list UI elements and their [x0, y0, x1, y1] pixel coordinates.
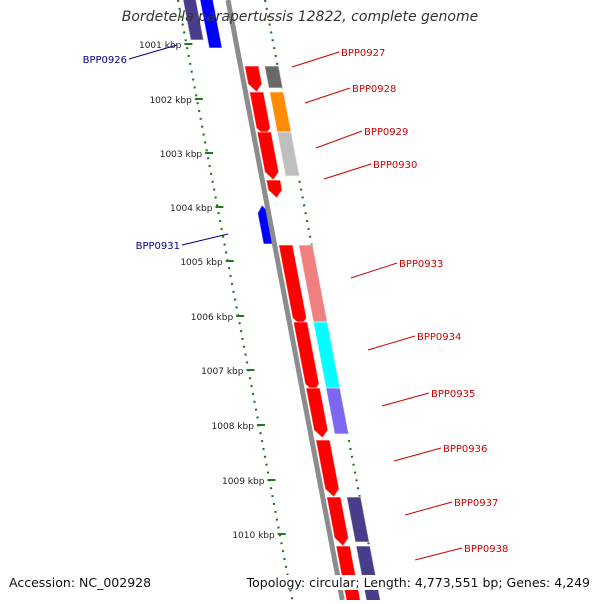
gene-cog-BPP0929	[276, 131, 301, 177]
gene-BPP0936	[315, 439, 340, 498]
scale-label-1001: 1001 kbp	[139, 41, 182, 51]
gene-label-BPP0938: BPP0938	[464, 544, 508, 555]
leader-BPP0938	[414, 547, 463, 561]
scale-label-1003: 1003 kbp	[160, 150, 203, 160]
leader-BPP0928	[304, 87, 351, 104]
gene-cog-BPP0927	[263, 65, 284, 89]
gene-cog-BPP0928	[268, 91, 292, 133]
scale-label-1004: 1004 kbp	[170, 204, 213, 214]
leader-BPP0934	[367, 335, 416, 351]
scale-label-1006: 1006 kbp	[191, 313, 234, 323]
scale-label-1007: 1007 kbp	[201, 367, 244, 377]
scale-label-1002: 1002 kbp	[149, 96, 192, 106]
genome-summary: Topology: circular; Length: 4,773,551 bp…	[243, 575, 590, 590]
leader-BPP0931	[181, 233, 229, 246]
reverse-tick-track	[176, 0, 294, 601]
scale-label-1005: 1005 kbp	[180, 258, 223, 268]
gene-cog-BPP0935	[325, 387, 350, 435]
gene-label-BPP0933: BPP0933	[399, 259, 443, 270]
gene-BPP0926	[199, 0, 223, 49]
leader-BPP0936	[393, 447, 442, 462]
gene-label-BPP0930: BPP0930	[373, 160, 417, 171]
leader-BPP0937	[404, 501, 453, 516]
gene-BPP0937	[326, 496, 350, 547]
gene-cog-BPP0926	[182, 0, 205, 41]
genome-backbone	[225, 0, 345, 601]
gene-label-BPP0926: BPP0926	[83, 55, 127, 66]
gene-BPP0929	[256, 131, 280, 181]
leader-BPP0926	[128, 44, 178, 60]
map-title: Bordetella parapertussis 12822, complete…	[121, 9, 479, 25]
gene-label-BPP0928: BPP0928	[352, 84, 396, 95]
gene-label-BPP0934: BPP0934	[417, 332, 461, 343]
gene-cog-BPP0937	[346, 496, 370, 543]
gene-label-BPP0935: BPP0935	[431, 389, 475, 400]
gene-BPP0930	[265, 179, 283, 199]
scale-label-1009: 1009 kbp	[222, 477, 265, 487]
gene-label-BPP0931: BPP0931	[136, 241, 180, 252]
scale-label-1008: 1008 kbp	[212, 422, 255, 432]
leader-BPP0929	[315, 130, 363, 149]
leader-BPP0935	[381, 392, 430, 407]
gene-cog-BPP0938	[355, 545, 382, 604]
gene-label-BPP0937: BPP0937	[454, 498, 498, 509]
gene-label-BPP0929: BPP0929	[364, 127, 408, 138]
gene-BPP0927	[243, 65, 263, 93]
gene-BPP0935	[305, 387, 329, 439]
leader-BPP0927	[291, 51, 340, 68]
accession-label: Accession: NC_002928	[9, 575, 152, 590]
leader-BPP0933	[350, 262, 398, 279]
scale-label-1010: 1010 kbp	[232, 531, 275, 541]
gene-label-BPP0936: BPP0936	[443, 444, 487, 455]
gene-label-BPP0927: BPP0927	[341, 48, 385, 59]
leader-BPP0930	[323, 163, 372, 180]
